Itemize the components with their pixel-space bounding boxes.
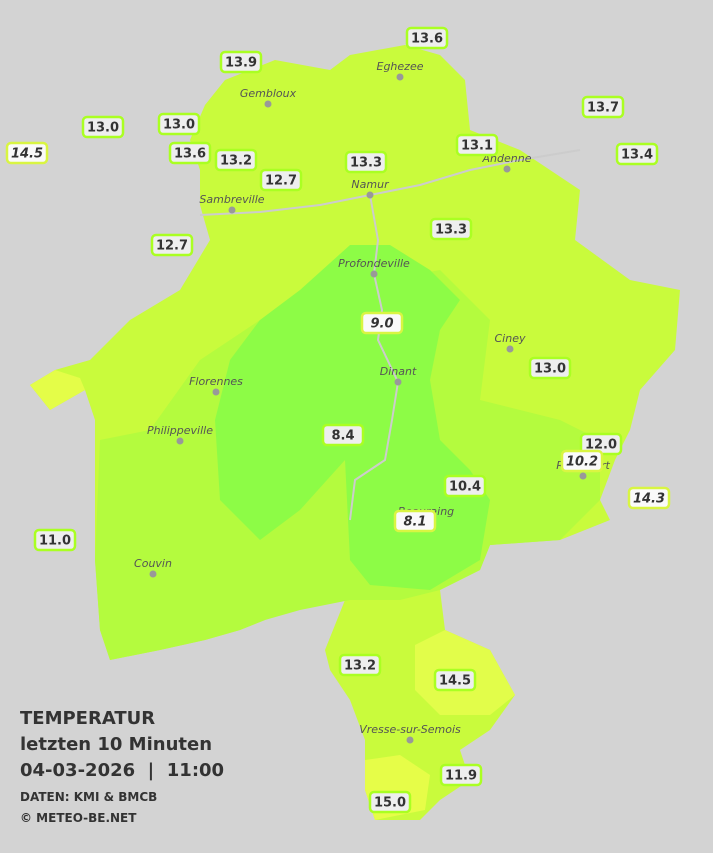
town-dot [228,206,236,214]
station-box [81,115,125,139]
town-name: Sambreville [199,193,264,206]
station-box [219,50,263,74]
zone-warm [30,370,85,410]
station-box [150,233,194,257]
station-box [455,133,499,157]
river [349,194,400,521]
station-label: 8.1 [403,515,426,530]
town-name: Eghezee [377,60,424,73]
station-box [344,150,388,174]
town-dot [394,378,402,386]
station-label: 13.3 [435,223,467,238]
station-label: 12.7 [265,174,297,189]
station-box [157,112,201,136]
station-label: 14.5 [439,674,471,689]
station-box [5,141,49,165]
station-label: 13.3 [350,156,382,171]
legend-title: TEMPERATUR [20,708,155,729]
town-dot [503,165,511,173]
station-label: 13.9 [225,56,257,71]
town-dot [370,270,378,278]
station-box [405,26,449,50]
station-label: 9.0 [370,317,393,332]
station-label: 14.5 [11,147,43,162]
town-name: Florennes [189,375,243,388]
station-box [439,763,483,787]
zone-cool [215,245,490,590]
station-label: 13.0 [163,118,195,133]
town-name: Vresse-sur-Semois [359,723,461,736]
station-box [33,528,77,552]
town-dot [149,570,157,578]
station-box [560,449,604,473]
town-dot [396,73,404,81]
town-dot [579,472,587,480]
station-box [433,668,477,692]
station-label: 13.0 [87,121,119,136]
town-dot [366,191,374,199]
station-label: 14.3 [633,492,665,507]
town-name: Gembloux [240,87,297,100]
town-dot [406,736,414,744]
station-box [429,217,473,241]
station-box [443,474,487,498]
station-label: 15.0 [374,796,406,811]
legend-source: DATEN: KMI & BMCB [20,790,157,804]
station-box [259,168,303,192]
station-box [368,790,412,814]
station-label: 10.2 [566,455,598,470]
station-box [338,653,382,677]
station-box [627,486,671,510]
town-name: Namur [351,178,390,191]
station-box [360,311,404,335]
town-dot [176,437,184,445]
station-label: 10.4 [449,480,481,495]
station-label: 13.6 [174,147,206,162]
station-box [321,423,365,447]
station-label: 13.0 [534,362,566,377]
legend-timestamp: 04-03-2026 | 11:00 [20,760,224,781]
legend-period: letzten 10 Minuten [20,734,212,755]
station-box [528,356,572,380]
town-name: Ciney [495,332,526,345]
station-label: 12.7 [156,239,188,254]
station-label: 11.9 [445,769,477,784]
town-name: Couvin [134,557,172,570]
river [199,149,581,216]
town-dot [212,388,220,396]
town-name: Philippeville [147,424,213,437]
station-box [615,142,659,166]
station-box [214,148,258,172]
town-name: Dinant [380,365,417,378]
station-label: 13.6 [411,32,443,47]
station-label: 8.4 [331,429,354,444]
station-label: 13.2 [220,154,252,169]
town-name: Profondeville [338,257,410,270]
station-label: 13.7 [587,101,619,116]
town-dot [506,345,514,353]
station-label: 12.0 [585,438,617,453]
station-label: 13.2 [344,659,376,674]
station-label: 11.0 [39,534,71,549]
station-label: 13.4 [621,148,653,163]
station-label: 13.1 [461,139,493,154]
station-box [581,95,625,119]
town-dot [264,100,272,108]
legend-copyright: © METEO-BE.NET [20,811,137,825]
station-box [393,509,437,533]
station-box [168,141,212,165]
